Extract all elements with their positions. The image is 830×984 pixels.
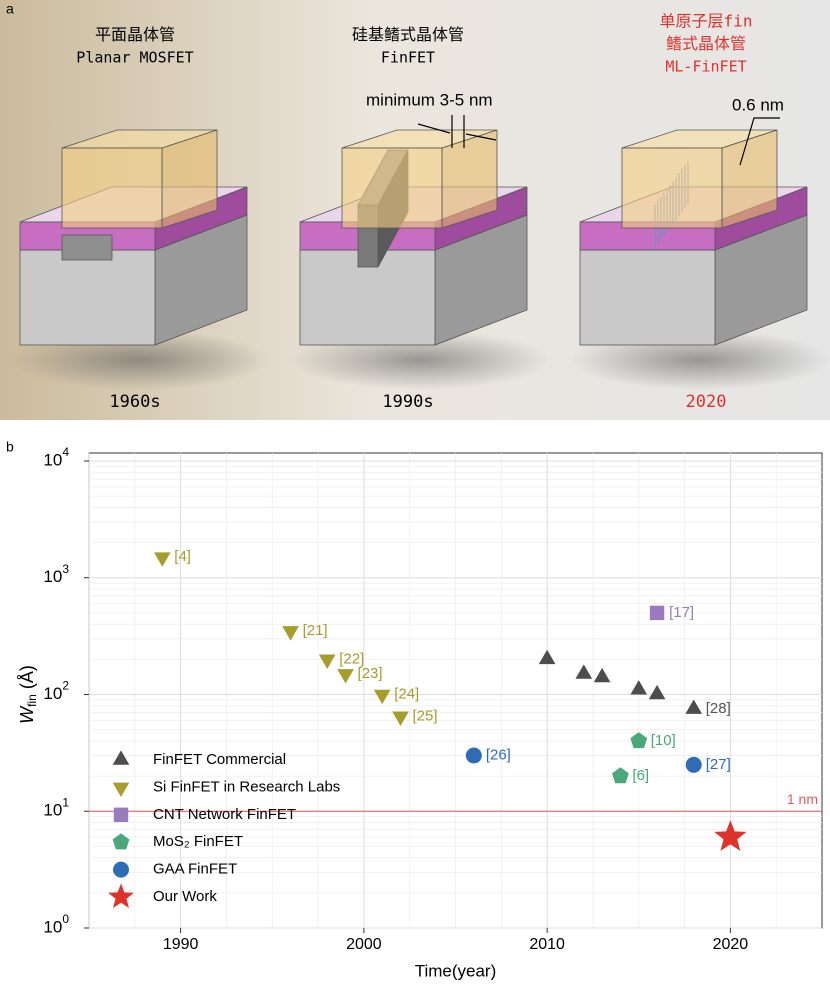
device-title: 鳍式晶体管 [666, 35, 746, 53]
legend-label: CNT Network FinFET [153, 806, 296, 823]
prism-front [341, 147, 443, 229]
y-tick-label: 102 [43, 679, 69, 703]
device-title: 平面晶体管 [95, 26, 175, 44]
device-title: 单原子层fin [660, 12, 753, 31]
marker [612, 767, 629, 784]
device-year: 1960s [109, 392, 160, 412]
x-tick-label: 1990 [163, 936, 199, 953]
point-label: [24] [394, 685, 419, 702]
y-axis-label: Wfin (Å) [17, 665, 39, 724]
marker [649, 605, 665, 621]
prism-front [19, 249, 156, 346]
point-label: [22] [339, 650, 364, 667]
dimension-annotation: minimum 3-5 nm [366, 90, 493, 109]
marker [392, 711, 409, 726]
y-tick-label: 104 [43, 445, 69, 469]
dimension-annotation: 0.6 nm [732, 95, 784, 114]
plot: 100 101 102 103 104 1990 2000 2010 2020 Time(year… [17, 445, 823, 980]
marker [714, 820, 747, 851]
x-axis-label: Time(year) [415, 961, 497, 980]
legend-marker [108, 883, 134, 909]
y-tick-label: 101 [43, 795, 69, 819]
device-title: ML-FinFET [665, 58, 746, 76]
marker [373, 689, 391, 705]
marker [648, 684, 666, 700]
marker [465, 747, 482, 764]
panel-label: a [6, 1, 14, 17]
point-label: [17] [669, 604, 694, 621]
marker [153, 552, 171, 567]
legend-marker [113, 861, 129, 878]
legend-label: Si FinFET in Research Labs [153, 778, 340, 795]
device-title: Planar MOSFET [76, 49, 193, 67]
device-title: FinFET [381, 49, 435, 67]
marker [685, 699, 703, 714]
marker [575, 664, 593, 679]
legend-label: GAA FinFET [153, 861, 237, 878]
point-label: [10] [651, 732, 676, 749]
legend-label: Our Work [153, 888, 217, 905]
point-label: [21] [303, 622, 328, 639]
annotation-arrows [417, 115, 780, 166]
legend-label: FinFET Commercial [153, 751, 286, 768]
marker [630, 680, 648, 695]
legend-label: MoS₂ FinFET [153, 833, 243, 850]
prism-front [621, 147, 723, 229]
x-tick-label: 2000 [346, 936, 382, 953]
point-label: [27] [706, 756, 731, 773]
panel-label: b [6, 439, 14, 455]
marker [337, 669, 354, 684]
y-axis-label-part: W [17, 705, 37, 724]
legend-marker [112, 750, 130, 765]
y-axis-label-part: (Å) [17, 665, 37, 694]
y-axis-label-part: fin [25, 694, 39, 707]
x-tick-label: 2010 [529, 936, 565, 953]
x-tick-label: 2020 [713, 936, 749, 953]
device-illustrations [10, 129, 830, 390]
point-label: [6] [632, 767, 649, 784]
legend-marker [112, 782, 130, 797]
device-year: 1990s [382, 392, 433, 412]
point-label: [4] [174, 548, 191, 565]
marker [685, 756, 702, 773]
point-label: [26] [486, 747, 511, 764]
marker [318, 654, 336, 669]
point-label: [25] [413, 707, 438, 724]
marker [282, 626, 299, 641]
prism-front [61, 147, 163, 229]
channel [61, 234, 113, 261]
marker [630, 732, 648, 749]
y-tick-label: 103 [43, 562, 69, 586]
legend-marker [112, 833, 130, 850]
reference-label: 1 nm [787, 791, 818, 807]
marker [538, 649, 556, 665]
marker [593, 667, 611, 683]
device-year: 2020 [686, 392, 727, 412]
y-tick-label: 100 [43, 912, 69, 936]
prism-front [579, 249, 716, 346]
legend-marker [113, 807, 129, 822]
point-label: [23] [358, 665, 383, 682]
device-title: 硅基鳍式晶体管 [352, 26, 464, 44]
point-label: [28] [706, 700, 731, 717]
